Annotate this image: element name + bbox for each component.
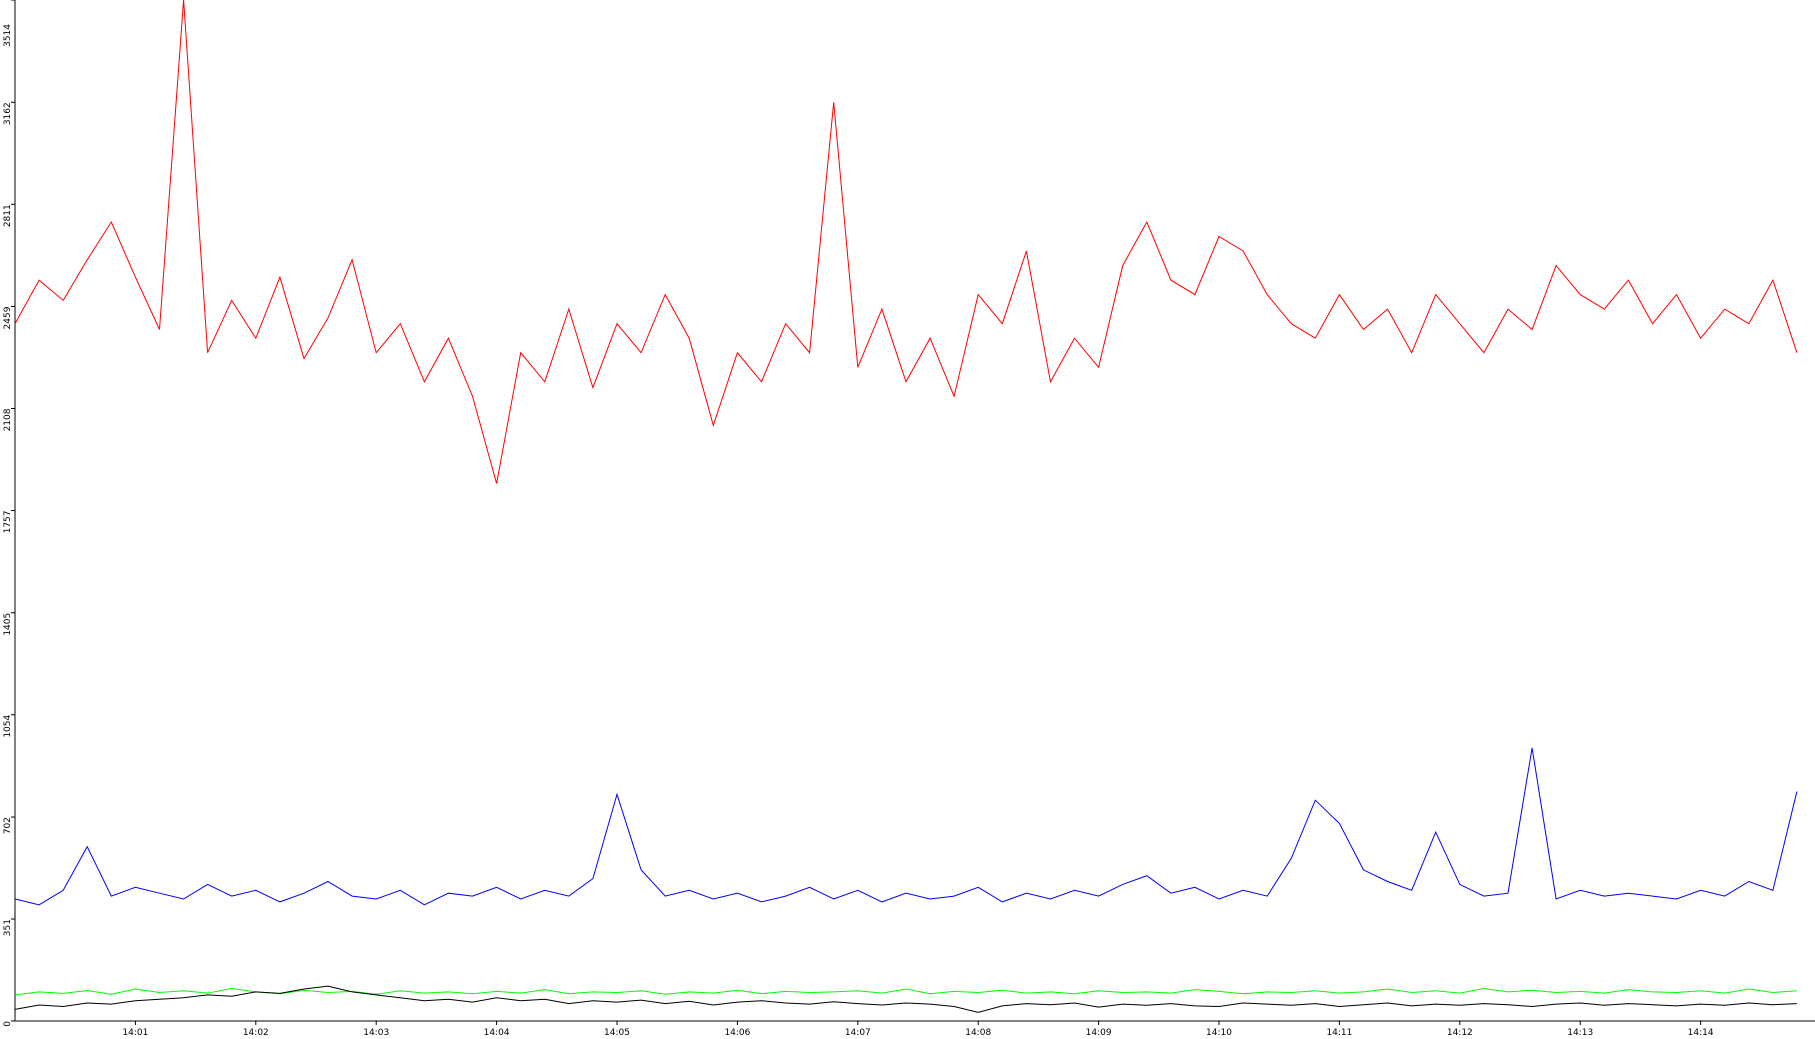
- y-tick-label: 702: [3, 817, 13, 834]
- x-tick-label: 14:10: [1206, 1028, 1232, 1038]
- y-tick-label: 1757: [3, 511, 13, 534]
- x-tick-label: 14:13: [1567, 1028, 1593, 1038]
- x-tick-label: 14:03: [363, 1028, 389, 1038]
- x-tick-label: 14:11: [1326, 1028, 1352, 1038]
- y-tick-label: 3162: [3, 102, 13, 125]
- series-line: [14, 747, 1798, 906]
- series-line: [14, 0, 1798, 484]
- y-tick-label: 2459: [3, 306, 13, 329]
- y-tick-label: 351: [3, 919, 13, 936]
- y-tick-label: 1405: [3, 613, 13, 636]
- y-tick-label: 0: [3, 1021, 13, 1027]
- x-tick-label: 14:05: [604, 1028, 630, 1038]
- x-tick-label: 14:04: [484, 1028, 510, 1038]
- x-tick-label: 14:06: [724, 1028, 750, 1038]
- y-tick-label: 2108: [3, 408, 13, 431]
- x-tick-label: 14:12: [1447, 1028, 1473, 1038]
- y-tick-label: 2811: [3, 204, 13, 227]
- x-tick-label: 14:09: [1086, 1028, 1112, 1038]
- x-tick-label: 14:01: [122, 1028, 148, 1038]
- x-tick-label: 14:07: [845, 1028, 871, 1038]
- x-tick-label: 14:08: [965, 1028, 991, 1038]
- series-line: [14, 987, 1797, 996]
- series-line: [14, 985, 1797, 1013]
- x-tick-label: 14:14: [1688, 1028, 1714, 1038]
- y-tick-label: 1054: [3, 714, 13, 737]
- y-tick-label: 3514: [3, 24, 13, 47]
- x-tick-label: 14:02: [243, 1028, 269, 1038]
